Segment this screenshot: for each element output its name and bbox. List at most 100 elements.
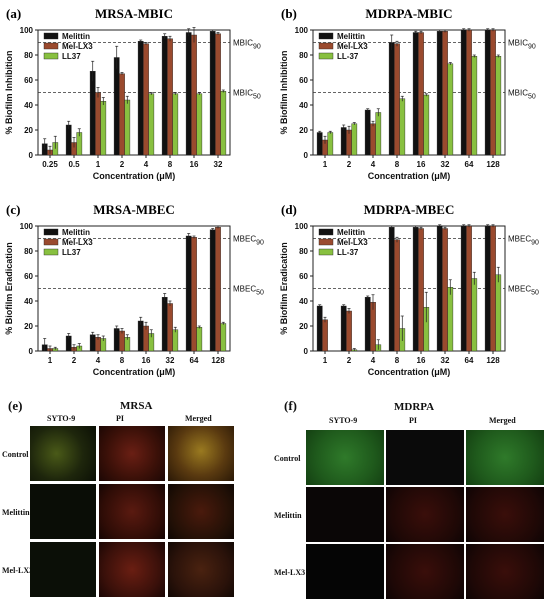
legend-label: LL-37: [337, 248, 359, 257]
bar-mel-lx3: [490, 29, 496, 156]
x-tick-label: 128: [211, 356, 225, 365]
x-tick-label: 1: [323, 160, 328, 169]
bar-mel-lx3: [418, 228, 424, 352]
x-tick-label: 1: [96, 160, 101, 169]
bar-mel-lx3: [466, 29, 472, 156]
x-tick-label: 2: [120, 160, 125, 169]
x-tick-label: 2: [347, 356, 352, 365]
x-tick-label: 64: [465, 356, 474, 365]
bar-ll-37: [447, 63, 454, 156]
x-tick-label: 16: [417, 356, 426, 365]
x-tick-label: 2: [347, 160, 352, 169]
micrograph-image: [306, 430, 384, 485]
x-tick-label: 8: [395, 160, 400, 169]
bar-ll-37: [471, 278, 478, 352]
bar-ll37: [220, 323, 227, 352]
bar-melittin: [185, 235, 192, 352]
x-tick-label: 128: [486, 356, 500, 365]
y-tick-label: 100: [20, 222, 34, 231]
bar-mel-lx3: [322, 319, 328, 352]
bar-ll-37: [375, 112, 382, 156]
legend-swatch: [43, 52, 59, 60]
legend-swatch: [318, 228, 334, 236]
x-tick-label: 32: [441, 160, 450, 169]
y-tick-label: 20: [299, 126, 308, 135]
legend-label: Melittin: [337, 228, 365, 237]
x-tick-label: 0.25: [42, 160, 58, 169]
panel-e-title: MRSA: [120, 400, 153, 412]
y-axis-label: % Biofilm Inhibition: [4, 51, 14, 135]
panel-label: (c): [6, 202, 20, 217]
x-tick-label: 2: [72, 356, 77, 365]
legend-label: LL37: [62, 248, 81, 257]
micrograph-image: [168, 542, 234, 597]
y-tick-label: 80: [24, 51, 33, 60]
micrograph-column-label: PI: [409, 416, 417, 425]
y-tick-label: 80: [299, 247, 308, 256]
x-tick-label: 8: [168, 160, 173, 169]
bar-mel-lx3: [143, 43, 149, 156]
bar-ll-37: [471, 56, 478, 156]
y-tick-label: 100: [295, 222, 309, 231]
x-tick-label: 16: [190, 160, 199, 169]
x-tick-label: 32: [166, 356, 175, 365]
reference-line-label: MBIC90: [508, 39, 536, 51]
bar-ll37: [172, 329, 179, 352]
bar-melittin: [113, 328, 120, 352]
bar-mel-lx3: [119, 330, 125, 352]
bar-mel-lx3: [191, 237, 197, 352]
micrograph-panel-f: (f) MDRPA SYTO-9 PI Merged Control Melittin M…: [272, 398, 550, 601]
bar-ll37: [220, 91, 227, 156]
x-tick-label: 4: [371, 160, 376, 169]
micrograph-row-label: Control: [274, 453, 301, 463]
micrograph-image: [30, 426, 96, 481]
micrograph-column-label: PI: [116, 414, 124, 423]
bar-melittin: [436, 225, 443, 352]
bar-melittin: [388, 42, 395, 156]
bar-melittin: [137, 41, 144, 156]
legend-swatch: [318, 238, 334, 246]
x-axis-label: Concentration (μM): [93, 171, 176, 181]
y-tick-label: 80: [299, 51, 308, 60]
bar-mel-lx3: [442, 228, 448, 352]
panel-label: (a): [6, 6, 21, 21]
micrograph-image: [168, 484, 234, 539]
y-tick-label: 40: [299, 297, 308, 306]
micrograph-image: [386, 487, 464, 542]
x-tick-label: 128: [486, 160, 500, 169]
chart-title: MRSA-MBIC: [95, 6, 173, 21]
x-tick-label: 32: [441, 356, 450, 365]
micrograph-panel-e: (e) MRSA SYTO-9 PI Merged Control Melittin Me…: [0, 398, 272, 601]
y-tick-label: 60: [24, 272, 33, 281]
bar-mel-lx3: [418, 32, 424, 156]
x-tick-label: 1: [48, 356, 53, 365]
micrograph-image: [99, 484, 165, 539]
legend-swatch: [318, 32, 334, 40]
x-tick-label: 8: [120, 356, 125, 365]
x-tick-label: 4: [144, 160, 149, 169]
bar-ll-37: [351, 123, 358, 156]
bar-ll37: [196, 327, 203, 352]
y-tick-label: 20: [24, 322, 33, 331]
x-tick-label: 0.5: [68, 160, 80, 169]
chart-panel-c: (c) MRSA-MBEC 0 20 40 60 80 100 % Biofilm Eradic…: [0, 196, 275, 396]
bar-mel-lx3: [95, 92, 101, 156]
bar-melittin: [161, 36, 168, 156]
panel-f-title: MDRPA: [394, 401, 435, 413]
bar-melittin: [89, 71, 96, 156]
legend-swatch: [318, 52, 334, 60]
legend-swatch: [43, 248, 59, 256]
y-tick-label: 20: [24, 126, 33, 135]
bar-melittin: [364, 297, 371, 352]
legend-swatch: [43, 32, 59, 40]
y-tick-label: 60: [299, 76, 308, 85]
y-axis-label: % Biofilm Eradication: [4, 242, 14, 335]
chart-c-svg: (c) MRSA-MBEC 0 20 40 60 80 100 % Biofilm Eradic…: [4, 202, 264, 377]
y-tick-label: 0: [29, 347, 34, 356]
reference-line-label: MBIC90: [233, 39, 261, 51]
bar-ll-37: [495, 56, 502, 156]
reference-line-label: MBEC50: [508, 285, 539, 297]
bar-melittin: [185, 32, 192, 156]
bar-mel-lx3: [370, 123, 376, 156]
bar-melittin: [209, 31, 216, 156]
